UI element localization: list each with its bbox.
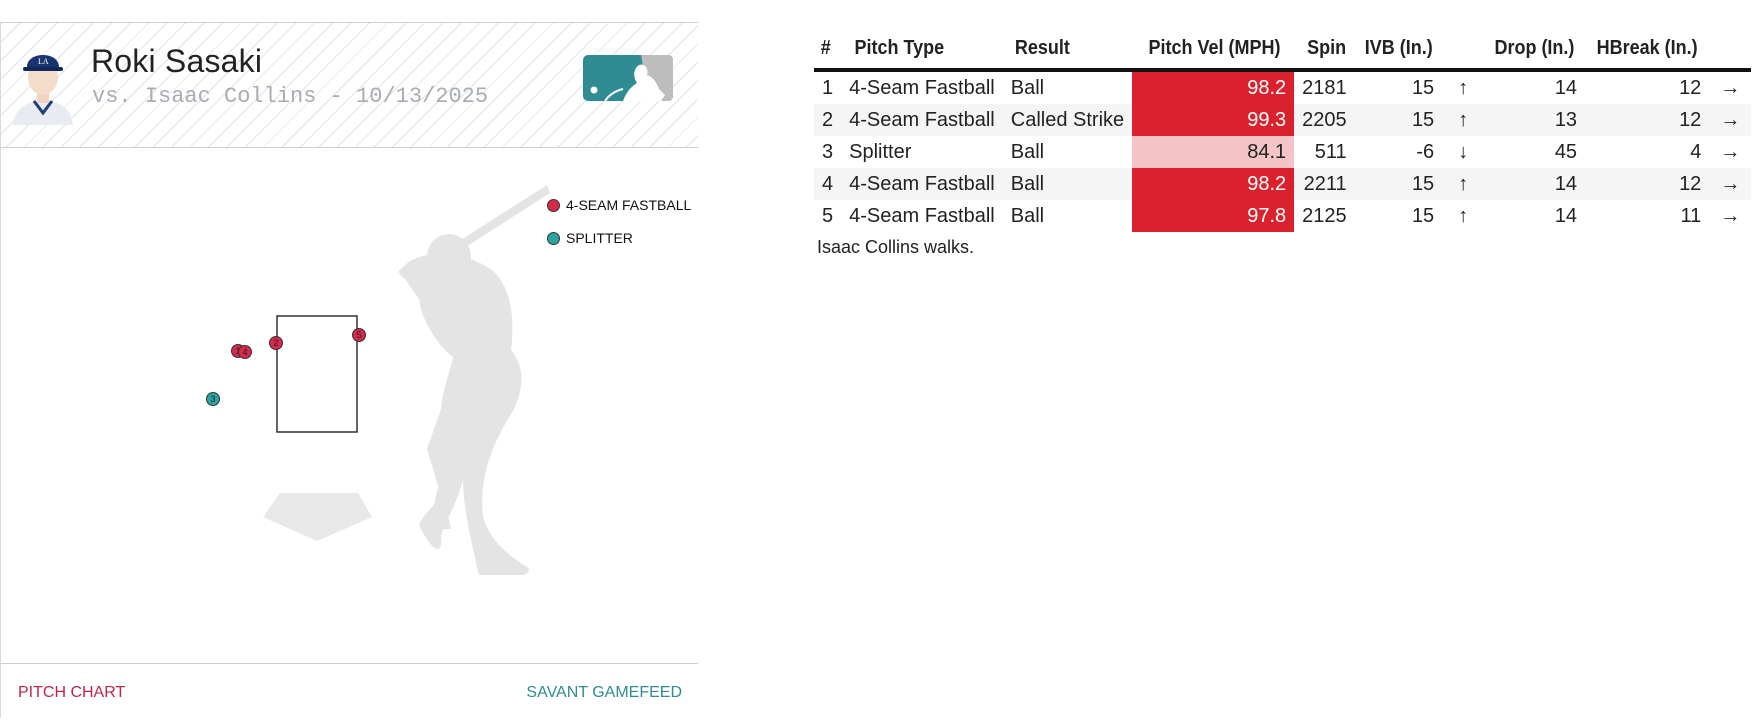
drop-cell: 14: [1484, 168, 1586, 200]
row-number: 2: [814, 104, 842, 136]
matchup-subtitle: vs. Isaac Collins - 10/13/2025: [92, 84, 489, 109]
row-number: 4: [814, 168, 842, 200]
pitch-type-cell: 4-Seam Fastball: [849, 76, 995, 99]
pitch-vel-cell: 84.1: [1132, 136, 1295, 168]
col-ivb-arrow: [1444, 28, 1483, 72]
pitch-vel-cell: 99.3: [1132, 104, 1295, 136]
hbreak-arrow-cell: →: [1709, 104, 1752, 136]
ivb-cell: 15: [1411, 204, 1435, 227]
hbreak-arrow-cell: →: [1720, 140, 1741, 163]
result-cell: Called Strike: [1002, 104, 1133, 136]
table-row[interactable]: 3 Splitter Ball 84.1 511 -6 ↓ 45 4 →: [814, 136, 1751, 168]
pitch-type-cell: 4-Seam Fastball: [841, 168, 1003, 200]
hbreak-cell: 12: [1679, 76, 1702, 99]
row-number: 1: [822, 76, 834, 99]
mlb-logo: [583, 55, 673, 101]
savant-gamefeed-link[interactable]: SAVANT GAMEFEED: [526, 684, 682, 701]
pitch-marker-label: 2: [273, 338, 278, 348]
spin-cell: 2211: [1294, 168, 1355, 200]
pitch-marker[interactable]: 4: [238, 345, 252, 359]
pitch-legend: 4-SEAM FASTBALL SPLITTER: [547, 195, 691, 261]
pitch-vel-cell: 98.2: [1132, 168, 1295, 200]
drop-cell: 13: [1484, 104, 1586, 136]
hbreak-cell: 11: [1680, 204, 1702, 227]
pitch-type-cell: Splitter: [849, 140, 912, 163]
drop-cell: 14: [1554, 204, 1578, 227]
pitch-type-cell: 4-Seam Fastball: [841, 104, 1003, 136]
card-header: LA Roki Sasaki vs. Isaac Collins - 10/13…: [1, 22, 698, 148]
legend-label: SPLITTER: [566, 230, 633, 246]
table-row[interactable]: 5 4-Seam Fastball Ball 97.8 2125 15 ↑ 14 11 →: [814, 200, 1751, 232]
pitch-vel-cell: 98.2: [1132, 70, 1295, 104]
batter-silhouette: [398, 185, 550, 575]
table-row[interactable]: 1 4-Seam Fastball Ball 98.2 2181 15 ↑ 14 12 →: [814, 70, 1751, 104]
result-cell: Ball: [1002, 168, 1133, 200]
ivb-arrow-cell: ↓: [1458, 140, 1469, 163]
pitch-table: # Pitch Type Result Pitch Vel (MPH) Spin…: [814, 28, 1752, 232]
pitch-marker-label: 4: [242, 347, 247, 357]
table-row[interactable]: 4 4-Seam Fastball Ball 98.2 2211 15 ↑ 14 12 →: [814, 168, 1752, 200]
pitch-marker-label: 5: [356, 330, 361, 340]
pitch-chart-link[interactable]: PITCH CHART: [18, 684, 126, 701]
drop-cell: 14: [1554, 76, 1578, 99]
spin-cell: 511: [1314, 140, 1347, 163]
ivb-arrow-cell: ↑: [1458, 204, 1469, 227]
row-number: 3: [822, 140, 834, 163]
col-drop[interactable]: Drop (In.): [1489, 28, 1581, 72]
pitch-marker[interactable]: 3: [206, 392, 220, 406]
pitch-vel-cell: 97.8: [1132, 200, 1295, 232]
hbreak-cell: 4: [1690, 140, 1702, 163]
strike-zone-svg: 1 4 2 5 3: [206, 185, 550, 575]
ivb-cell: -6: [1416, 140, 1435, 163]
col-ivb[interactable]: IVB (In.): [1359, 28, 1438, 72]
strike-zone-box: [276, 315, 358, 433]
card-footer: PITCH CHART SAVANT GAMEFEED: [1, 663, 698, 718]
ivb-cell: 15: [1354, 168, 1443, 200]
table-row[interactable]: 2 4-Seam Fastball Called Strike 99.3 2205 15 ↑…: [814, 104, 1752, 136]
legend-item-splitter[interactable]: SPLITTER: [547, 228, 691, 248]
player-headshot: LA: [13, 55, 73, 125]
pitch-marker-label: 1: [235, 346, 240, 356]
drop-cell: 45: [1554, 140, 1578, 163]
hbreak-arrow-cell: →: [1720, 76, 1741, 99]
col-hbreak[interactable]: HBreak (In.): [1591, 28, 1704, 72]
fastball-color-dot: [547, 198, 560, 212]
pitch-chart-card: LA Roki Sasaki vs. Isaac Collins - 10/13…: [0, 22, 698, 718]
strike-zone-chart: 1 4 2 5 3 4-SEAM FASTBALL: [1, 149, 698, 663]
table-header-row: # Pitch Type Result Pitch Vel (MPH) Spin…: [814, 28, 1751, 72]
hbreak-cell: 12: [1585, 168, 1710, 200]
player-name: Roki Sasaki: [91, 43, 263, 79]
spin-cell: 2125: [1302, 204, 1347, 227]
hbreak-arrow-cell: →: [1720, 204, 1741, 227]
result-cell: Ball: [1010, 204, 1045, 227]
result-cell: Ball: [1010, 140, 1045, 163]
row-number: 5: [822, 204, 834, 227]
pitch-type-cell: 4-Seam Fastball: [849, 204, 995, 227]
svg-text:LA: LA: [38, 57, 49, 66]
ivb-cell: 15: [1354, 104, 1443, 136]
ivb-cell: 15: [1411, 76, 1435, 99]
ivb-arrow-cell: ↑: [1442, 168, 1485, 200]
result-cell: Ball: [1010, 76, 1045, 99]
splitter-color-dot: [547, 231, 560, 245]
col-pitch-vel[interactable]: Pitch Vel (MPH): [1140, 28, 1287, 72]
home-plate: [263, 493, 372, 541]
pitch-marker[interactable]: 5: [352, 328, 366, 342]
pitch-marker[interactable]: 2: [269, 336, 283, 350]
legend-label: 4-SEAM FASTBALL: [566, 197, 692, 213]
hbreak-cell: 12: [1585, 104, 1710, 136]
col-spin[interactable]: Spin: [1297, 28, 1352, 72]
col-result[interactable]: Result: [1009, 28, 1126, 72]
col-number[interactable]: #: [815, 28, 840, 72]
ivb-arrow-cell: ↑: [1458, 76, 1469, 99]
pitch-marker-label: 3: [210, 394, 215, 404]
col-pitch-type[interactable]: Pitch Type: [849, 28, 995, 72]
col-hbreak-arrow: [1711, 28, 1750, 72]
ivb-arrow-cell: ↑: [1442, 104, 1485, 136]
spin-cell: 2181: [1302, 76, 1347, 99]
hbreak-arrow-cell: →: [1709, 168, 1752, 200]
at-bat-result: Isaac Collins walks.: [817, 237, 975, 257]
legend-item-fastball[interactable]: 4-SEAM FASTBALL: [547, 195, 691, 215]
spin-cell: 2205: [1294, 104, 1355, 136]
